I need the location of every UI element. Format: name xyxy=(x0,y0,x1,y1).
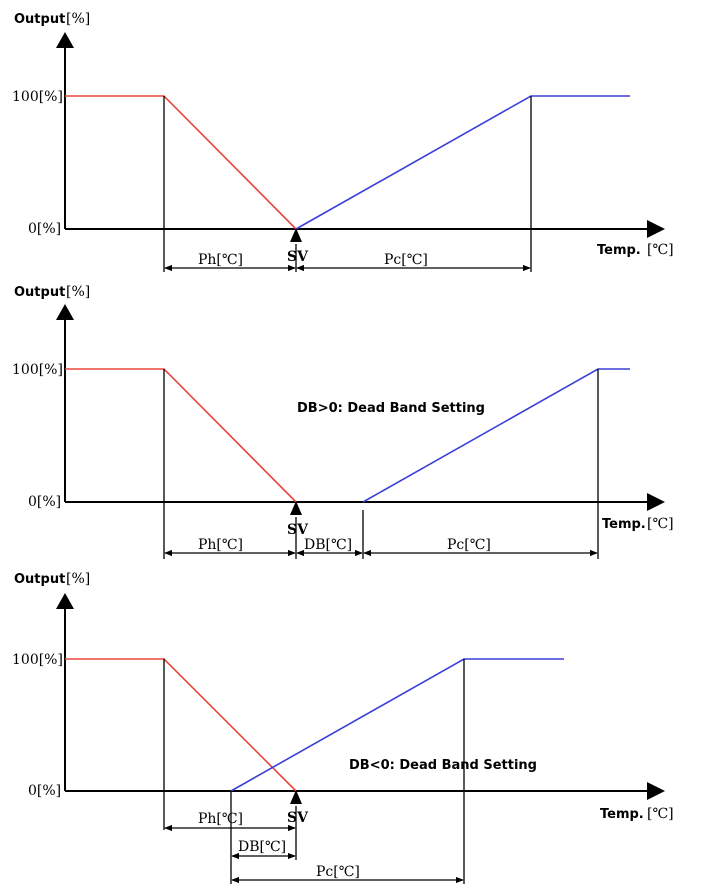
y-tick-100: 100[%] xyxy=(12,362,63,378)
y-tick-100: 100[%] xyxy=(12,89,63,105)
sv-arrow-icon xyxy=(290,501,302,515)
dead-band-note: DB<0: Dead Band Setting xyxy=(349,758,537,773)
pc-label: Pc[℃] xyxy=(447,537,491,553)
x-axis-arrow-icon xyxy=(647,220,665,238)
pc-label: Pc[℃] xyxy=(384,252,428,268)
pc-label: Pc[℃] xyxy=(316,864,360,880)
temp-unit: [℃] xyxy=(647,806,674,822)
output-label: Output xyxy=(14,285,65,300)
sv-label: SV xyxy=(287,522,309,538)
x-axis-arrow-icon xyxy=(647,493,665,511)
sv-label: SV xyxy=(287,249,309,265)
panel-2: Output [%] 100[%] 0[%] Temp. [℃] DB>0: D… xyxy=(12,284,674,559)
output-unit: [%] xyxy=(66,571,90,587)
heating-line xyxy=(65,95,297,230)
heating-line xyxy=(65,658,297,792)
output-unit: [%] xyxy=(66,284,90,300)
panel-3: Output [%] 100[%] 0[%] Temp. [℃] DB<0: D… xyxy=(12,571,674,884)
output-unit: [%] xyxy=(66,11,90,27)
temp-label: Temp. xyxy=(600,807,644,822)
y-axis-arrow-icon xyxy=(56,593,74,609)
ph-label: Ph[℃] xyxy=(198,537,243,553)
sv-arrow-icon xyxy=(290,790,302,804)
temp-label: Temp. xyxy=(597,243,641,258)
y-tick-100: 100[%] xyxy=(12,652,63,668)
y-tick-0: 0[%] xyxy=(28,221,61,237)
y-tick-0: 0[%] xyxy=(28,494,61,510)
sv-arrow-icon xyxy=(290,228,302,242)
heating-line xyxy=(65,368,297,503)
ph-label: Ph[℃] xyxy=(198,811,243,827)
db-label: DB[℃] xyxy=(238,839,286,855)
sv-label: SV xyxy=(287,810,309,826)
y-axis-arrow-icon xyxy=(56,32,74,48)
temp-label: Temp. xyxy=(602,517,646,532)
ph-label: Ph[℃] xyxy=(198,252,243,268)
output-label: Output xyxy=(14,12,65,27)
dead-band-note: DB>0: Dead Band Setting xyxy=(297,401,485,416)
cooling-line xyxy=(295,95,630,230)
cooling-line xyxy=(362,368,630,503)
panel-1: Output [%] 100[%] 0[%] Temp. [℃] SV Ph[℃… xyxy=(12,11,674,272)
y-axis-arrow-icon xyxy=(56,304,74,320)
output-label: Output xyxy=(14,572,65,587)
y-tick-0: 0[%] xyxy=(28,783,61,799)
x-axis-arrow-icon xyxy=(647,782,665,800)
temp-unit: [℃] xyxy=(647,242,674,258)
temp-unit: [℃] xyxy=(647,516,674,532)
db-label: DB[℃] xyxy=(304,537,352,553)
